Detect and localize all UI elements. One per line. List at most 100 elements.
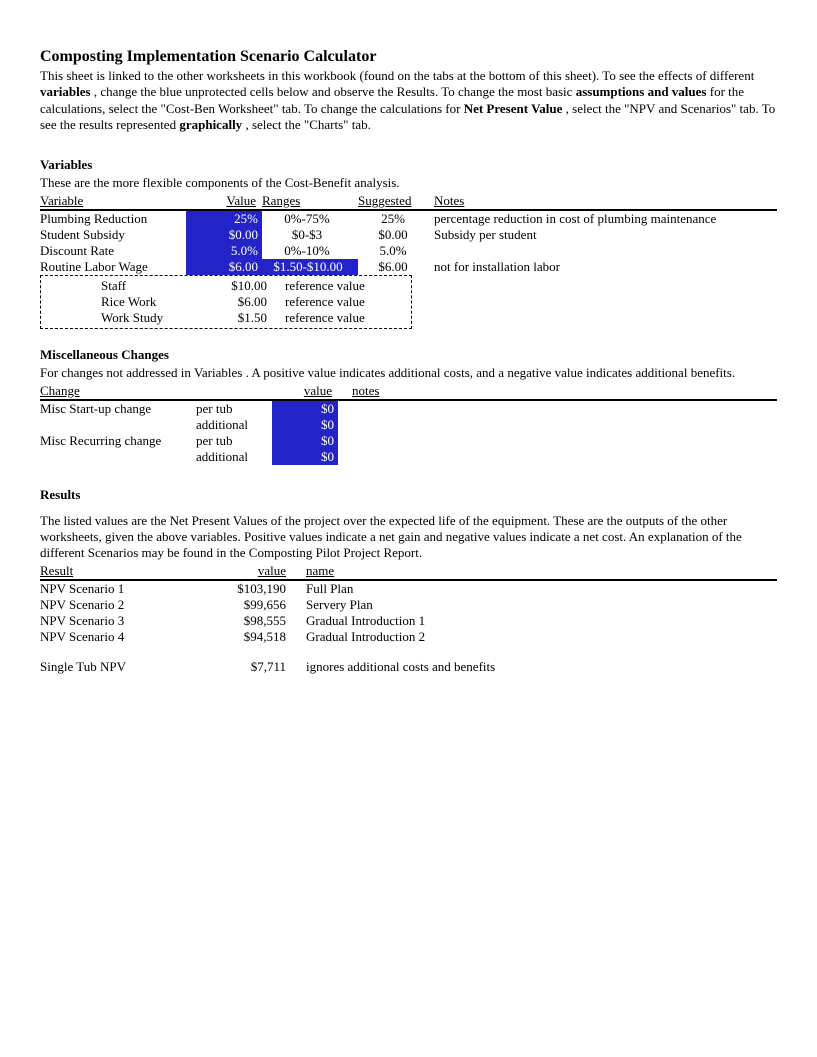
col-header-value: value <box>196 563 292 580</box>
var-notes: percentage reduction in cost of plumbing… <box>434 210 777 227</box>
table-row: Misc Start-up change per tub $0 <box>40 400 777 417</box>
misc-sub: additional <box>196 417 272 433</box>
table-row: Single Tub NPV $7,711 ignores additional… <box>40 659 777 675</box>
intro-bold: graphically <box>179 117 242 132</box>
ref-note: reference value <box>273 294 371 310</box>
misc-sub: per tub <box>196 433 272 449</box>
var-value-input[interactable]: $6.00 <box>186 259 262 275</box>
result-name: Gradual Introduction 2 <box>292 629 777 645</box>
result-label: NPV Scenario 2 <box>40 597 196 613</box>
var-suggested: 25% <box>358 210 434 227</box>
col-header-notes: notes <box>338 383 777 400</box>
ref-value: $6.00 <box>217 294 273 310</box>
result-label: NPV Scenario 4 <box>40 629 196 645</box>
table-row: Routine Labor Wage $6.00 $1.50-$10.00 $6… <box>40 259 777 275</box>
var-suggested: $6.00 <box>358 259 434 275</box>
misc-change <box>40 449 196 465</box>
var-value-input[interactable]: $0.00 <box>186 227 262 243</box>
table-row: additional $0 <box>40 449 777 465</box>
ref-label: Rice Work <box>41 294 217 310</box>
table-row: Student Subsidy $0.00 $0-$3 $0.00 Subsid… <box>40 227 777 243</box>
var-suggested: $0.00 <box>358 227 434 243</box>
misc-desc-text: For changes not addressed in <box>40 365 194 380</box>
intro-paragraph: This sheet is linked to the other worksh… <box>40 68 777 133</box>
intro-bold: Net Present Value <box>464 101 563 116</box>
var-range: 0%-75% <box>262 210 358 227</box>
misc-sub: per tub <box>196 400 272 417</box>
intro-bold: assumptions and values <box>576 84 707 99</box>
var-value-input[interactable]: 25% <box>186 210 262 227</box>
misc-value-input[interactable]: $0 <box>272 433 338 449</box>
var-notes <box>434 243 777 259</box>
var-suggested: 5.0% <box>358 243 434 259</box>
col-header-ranges: Ranges <box>262 193 358 210</box>
result-value: $94,518 <box>196 629 292 645</box>
misc-desc-text: . A positive value indicates additional … <box>246 365 736 380</box>
var-notes: not for installation labor <box>434 259 777 275</box>
misc-change <box>40 417 196 433</box>
misc-value-input[interactable]: $0 <box>272 449 338 465</box>
result-label: NPV Scenario 3 <box>40 613 196 629</box>
var-range: 0%-10% <box>262 243 358 259</box>
intro-text: This sheet is linked to the other worksh… <box>40 68 754 83</box>
results-desc: The listed values are the Net Present Va… <box>40 513 777 561</box>
var-name: Student Subsidy <box>40 227 186 243</box>
col-header-change: Change <box>40 383 196 400</box>
table-row: NPV Scenario 3 $98,555 Gradual Introduct… <box>40 613 777 629</box>
var-name: Routine Labor Wage <box>40 259 186 275</box>
result-name: Gradual Introduction 1 <box>292 613 777 629</box>
reference-box: Staff $10.00 reference value Rice Work $… <box>40 275 412 329</box>
table-row: Discount Rate 5.0% 0%-10% 5.0% <box>40 243 777 259</box>
result-label: NPV Scenario 1 <box>40 580 196 597</box>
misc-desc: For changes not addressed in Variables .… <box>40 365 777 381</box>
intro-text: , select the "Charts" tab. <box>245 117 370 132</box>
ref-label: Work Study <box>41 310 217 326</box>
result-value: $7,711 <box>196 659 292 675</box>
var-value-input[interactable]: 5.0% <box>186 243 262 259</box>
col-header-suggested: Suggested <box>358 193 434 210</box>
misc-change: Misc Recurring change <box>40 433 196 449</box>
table-row: additional $0 <box>40 417 777 433</box>
table-row: NPV Scenario 1 $103,190 Full Plan <box>40 580 777 597</box>
table-row: Staff $10.00 reference value <box>41 278 371 294</box>
var-name: Discount Rate <box>40 243 186 259</box>
result-value: $103,190 <box>196 580 292 597</box>
col-header-blank <box>196 383 272 400</box>
var-notes: Subsidy per student <box>434 227 777 243</box>
misc-value-input[interactable]: $0 <box>272 400 338 417</box>
result-value: $98,555 <box>196 613 292 629</box>
col-header-name: name <box>292 563 777 580</box>
ref-label: Staff <box>41 278 217 294</box>
variables-desc: These are the more flexible components o… <box>40 175 777 191</box>
var-range: $1.50-$10.00 <box>262 259 358 275</box>
table-row: NPV Scenario 4 $94,518 Gradual Introduct… <box>40 629 777 645</box>
ref-value: $1.50 <box>217 310 273 326</box>
intro-bold: variables <box>40 84 91 99</box>
misc-value-input[interactable]: $0 <box>272 417 338 433</box>
misc-table: Change value notes Misc Start-up change … <box>40 383 777 465</box>
col-header-variable: Variable <box>40 193 186 210</box>
misc-heading: Miscellaneous Changes <box>40 347 777 363</box>
table-row: Rice Work $6.00 reference value <box>41 294 371 310</box>
var-range: $0-$3 <box>262 227 358 243</box>
ref-value: $10.00 <box>217 278 273 294</box>
col-header-result: Result <box>40 563 196 580</box>
table-row: Plumbing Reduction 25% 0%-75% 25% percen… <box>40 210 777 227</box>
misc-change: Misc Start-up change <box>40 400 196 417</box>
page-title: Composting Implementation Scenario Calcu… <box>40 48 777 66</box>
ref-note: reference value <box>273 310 371 326</box>
var-name: Plumbing Reduction <box>40 210 186 227</box>
result-name: ignores additional costs and benefits <box>292 659 777 675</box>
variables-heading: Variables <box>40 157 777 173</box>
result-name: Servery Plan <box>292 597 777 613</box>
results-table: Result value name NPV Scenario 1 $103,19… <box>40 563 777 675</box>
table-row: Work Study $1.50 reference value <box>41 310 371 326</box>
result-value: $99,656 <box>196 597 292 613</box>
result-label: Single Tub NPV <box>40 659 196 675</box>
variables-table: Variable Value Ranges Suggested Notes Pl… <box>40 193 777 275</box>
col-header-notes: Notes <box>434 193 777 210</box>
misc-sub: additional <box>196 449 272 465</box>
table-row: NPV Scenario 2 $99,656 Servery Plan <box>40 597 777 613</box>
results-heading: Results <box>40 487 777 503</box>
col-header-value: Value <box>186 193 262 210</box>
